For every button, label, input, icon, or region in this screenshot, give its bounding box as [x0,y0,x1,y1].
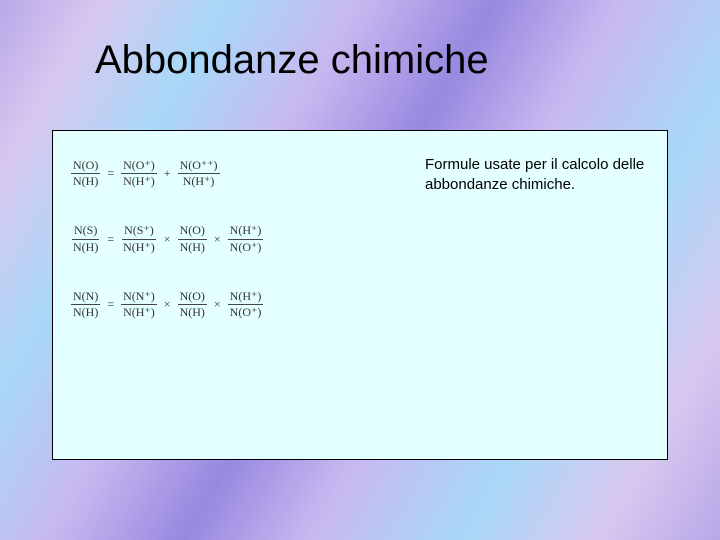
formula-row: N(S) N(H) = N(S⁺) N(H⁺) × N(O) N(H) × N(… [71,224,391,253]
operator: = [104,297,117,312]
content-box: N(O) N(H) = N(O⁺) N(H⁺) + N(O⁺⁺) N(H⁺) N… [52,130,668,460]
operator: = [104,166,117,181]
fraction: N(N⁺) N(H⁺) [121,290,157,319]
formula-row: N(O) N(H) = N(O⁺) N(H⁺) + N(O⁺⁺) N(H⁺) [71,159,391,188]
fraction: N(S) N(H) [71,224,100,253]
fraction: N(O) N(H) [71,159,100,188]
operator: × [161,297,174,312]
fraction: N(O) N(H) [178,290,207,319]
description-text: Formule usate per il calcolo delle abbon… [425,155,645,196]
fraction: N(H⁺) N(O⁺) [228,224,264,253]
slide-title: Abbondanze chimiche [95,38,489,83]
slide: Abbondanze chimiche N(O) N(H) = N(O⁺) N(… [0,0,720,540]
fraction: N(O⁺⁺) N(H⁺) [178,159,220,188]
operator: × [211,232,224,247]
formula-row: N(N) N(H) = N(N⁺) N(H⁺) × N(O) N(H) × N(… [71,290,391,319]
formulas-region: N(O) N(H) = N(O⁺) N(H⁺) + N(O⁺⁺) N(H⁺) N… [71,159,391,355]
fraction: N(O⁺) N(H⁺) [121,159,157,188]
operator: + [161,166,174,181]
operator: × [211,297,224,312]
fraction: N(O) N(H) [178,224,207,253]
fraction: N(H⁺) N(O⁺) [228,290,264,319]
operator: × [161,232,174,247]
fraction: N(N) N(H) [71,290,100,319]
fraction: N(S⁺) N(H⁺) [121,224,157,253]
operator: = [104,232,117,247]
